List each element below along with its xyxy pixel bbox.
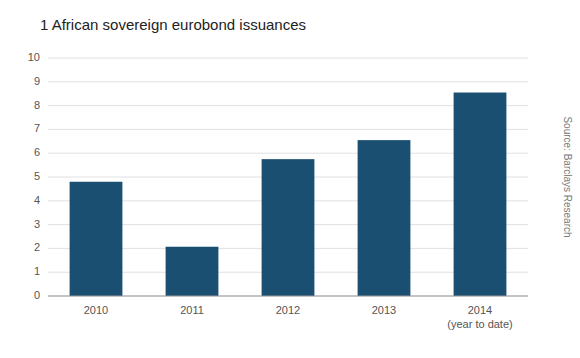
- x-tick-label: 2011: [180, 304, 204, 316]
- grid: [48, 58, 528, 296]
- grid-line: [48, 296, 528, 297]
- y-axis: 0 1 2 3 4 5 6 7 8 9 10: [28, 51, 40, 301]
- bar: [358, 140, 411, 296]
- y-tick-label: 2: [34, 241, 40, 253]
- y-tick-label: 3: [34, 218, 40, 230]
- title: 1 African sovereign eurobond issuances: [40, 16, 306, 33]
- bar: [70, 182, 123, 296]
- x-tick-label: 2014(year to date): [447, 304, 512, 330]
- y-tick-label: 8: [34, 99, 40, 111]
- x-tick-label: 2012: [276, 304, 300, 316]
- bar: [454, 93, 507, 296]
- x-tick-label: 2010: [84, 304, 108, 316]
- y-tick-label: 7: [34, 122, 40, 134]
- y-tick-label: 1: [34, 265, 40, 277]
- grid-line: [48, 81, 528, 82]
- y-tick-label: 4: [34, 194, 40, 206]
- y-tick-label: 6: [34, 146, 40, 158]
- grid-line: [48, 58, 528, 59]
- y-tick-label: 5: [34, 170, 40, 182]
- x-tick-label: 2013: [372, 304, 396, 316]
- y-tick-label: 10: [28, 51, 40, 63]
- bar: [166, 247, 219, 296]
- x-axis-line: [48, 296, 528, 297]
- source: Source: Barclays Research: [562, 116, 573, 237]
- chart: 0 1 2 3 4 5 6 7 8 9 10 2010 2011 2012 2013 2014(year to…: [0, 0, 580, 358]
- y-tick-label: 9: [34, 75, 40, 87]
- x-axis: 2010 2011 2012 2013 2014(year to date): [84, 304, 513, 330]
- bars: [70, 93, 507, 296]
- bar: [262, 159, 315, 296]
- y-tick-label: 0: [34, 289, 40, 301]
